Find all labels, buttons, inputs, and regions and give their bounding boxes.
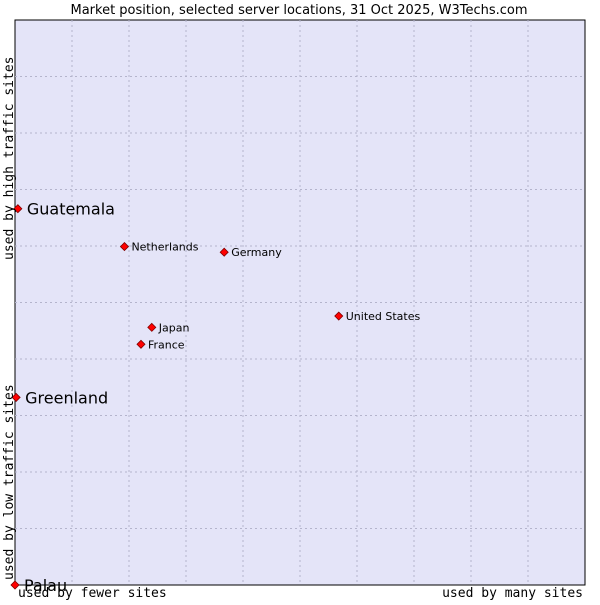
data-point-marker [136, 339, 146, 349]
x-axis-label-low: used by fewer sites [18, 586, 167, 600]
data-point-label: United States [346, 310, 421, 323]
data-point-marker [119, 241, 130, 252]
data-point-label: Palau [24, 576, 67, 595]
y-axis-label-low: used by low traffic sites [2, 384, 17, 580]
data-point-marker [10, 580, 20, 590]
chart-title: Market position, selected server locatio… [70, 3, 527, 18]
data-point-marker [334, 311, 344, 321]
y-axis-label-high: used by high traffic sites [2, 57, 17, 261]
data-points: Guatemala Netherlands Germany United States… [10, 200, 421, 595]
data-point-label: Guatemala [27, 200, 115, 219]
data-point-label: France [148, 338, 185, 351]
data-point-label: Japan [158, 321, 190, 334]
x-axis-label-high: used by many sites [442, 586, 583, 600]
data-point-marker [11, 392, 21, 402]
data-point-label: Greenland [25, 388, 108, 407]
data-point-label: Germany [231, 246, 282, 259]
data-point-marker [147, 322, 157, 332]
grid-lines [15, 20, 585, 585]
data-point-marker [13, 204, 23, 214]
data-point-label: Netherlands [131, 241, 198, 254]
data-point-marker [219, 247, 229, 257]
